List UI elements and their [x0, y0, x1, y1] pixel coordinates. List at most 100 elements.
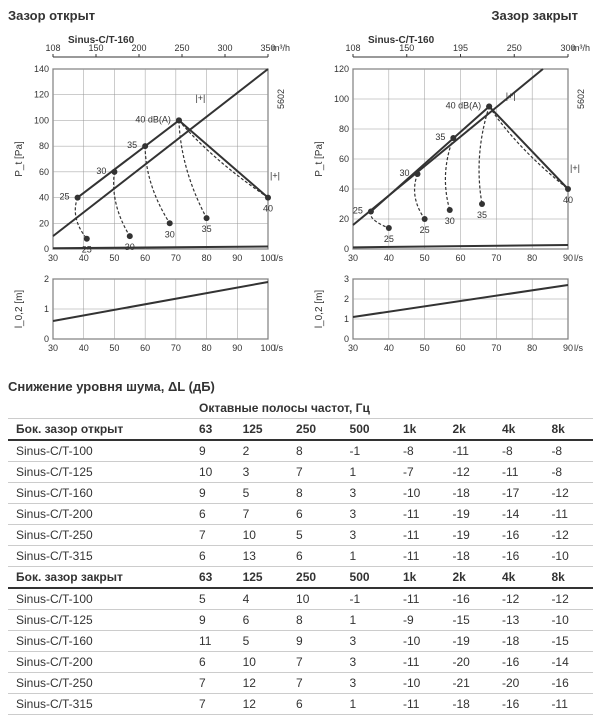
- value-cell: 11: [191, 631, 235, 652]
- svg-text:l/s: l/s: [574, 253, 584, 263]
- svg-text:140: 140: [34, 64, 49, 74]
- value-cell: -11: [395, 546, 444, 567]
- freq-col-header: 500: [342, 419, 395, 441]
- value-cell: -18: [444, 694, 493, 715]
- value-cell: -19: [444, 631, 493, 652]
- svg-text:250: 250: [174, 43, 189, 53]
- value-cell: 3: [342, 483, 395, 504]
- svg-text:300: 300: [217, 43, 232, 53]
- freq-col-header: 125: [235, 419, 288, 441]
- freq-col-header: 125: [235, 567, 288, 589]
- svg-text:50: 50: [109, 343, 119, 353]
- svg-text:P_t [Pa]: P_t [Pa]: [14, 141, 25, 177]
- model-cell: Sinus-C/T-200: [8, 504, 191, 525]
- svg-text:70: 70: [491, 343, 501, 353]
- value-cell: -11: [395, 525, 444, 546]
- table-row: Sinus-C/T-12510371-7-12-11-8: [8, 462, 593, 483]
- freq-col-header: 4k: [494, 419, 543, 441]
- svg-text:80: 80: [202, 253, 212, 263]
- value-cell: -9: [395, 610, 444, 631]
- value-cell: 8: [288, 483, 341, 504]
- value-cell: 9: [191, 440, 235, 462]
- value-cell: 1: [342, 610, 395, 631]
- value-cell: -16: [494, 525, 543, 546]
- svg-text:l/s: l/s: [274, 253, 284, 263]
- value-cell: 3: [235, 462, 288, 483]
- table-row: Sinus-C/T-20061073-11-20-16-14: [8, 652, 593, 673]
- svg-text:50: 50: [420, 343, 430, 353]
- value-cell: -16: [444, 588, 493, 610]
- table-row: Sinus-C/T-31571261-11-18-16-11: [8, 694, 593, 715]
- value-cell: -11: [395, 694, 444, 715]
- noise-table: Октавные полосы частот, ГцБок. зазор отк…: [8, 398, 593, 715]
- value-cell: 3: [342, 525, 395, 546]
- value-cell: 7: [288, 462, 341, 483]
- svg-text:30: 30: [399, 168, 409, 178]
- svg-text:60: 60: [455, 253, 465, 263]
- svg-text:5602: 5602: [576, 89, 586, 109]
- value-cell: -12: [444, 462, 493, 483]
- svg-text:l/s: l/s: [574, 343, 584, 353]
- table-row: Sinus-C/T-1609583-10-18-17-12: [8, 483, 593, 504]
- value-cell: -10: [543, 546, 593, 567]
- svg-text:30: 30: [48, 253, 58, 263]
- noise-table-section: Снижение уровня шума, ΔL (дБ) Октавные п…: [8, 379, 593, 715]
- model-cell: Sinus-C/T-315: [8, 546, 191, 567]
- value-cell: 5: [235, 631, 288, 652]
- svg-text:80: 80: [527, 253, 537, 263]
- value-cell: 3: [342, 673, 395, 694]
- model-cell: Sinus-C/T-250: [8, 525, 191, 546]
- value-cell: -13: [494, 610, 543, 631]
- value-cell: -20: [444, 652, 493, 673]
- table-row: Sinus-C/T-1259681-9-15-13-10: [8, 610, 593, 631]
- svg-text:25: 25: [60, 192, 70, 202]
- svg-text:30: 30: [96, 166, 106, 176]
- freq-col-header: 2k: [444, 419, 493, 441]
- svg-text:70: 70: [171, 253, 181, 263]
- freq-col-header: 63: [191, 419, 235, 441]
- svg-text:35: 35: [202, 224, 212, 234]
- value-cell: -1: [342, 588, 395, 610]
- charts-row: Зазор открыт Sinus-C/T-16010815020025030…: [8, 8, 593, 359]
- svg-text:40: 40: [384, 253, 394, 263]
- value-cell: -16: [543, 673, 593, 694]
- value-cell: -17: [494, 483, 543, 504]
- value-cell: -16: [494, 694, 543, 715]
- svg-text:200: 200: [131, 43, 146, 53]
- value-cell: 12: [235, 694, 288, 715]
- value-cell: 5: [288, 525, 341, 546]
- freq-col-header: 250: [288, 567, 341, 589]
- svg-text:0: 0: [344, 334, 349, 344]
- svg-text:1: 1: [44, 304, 49, 314]
- svg-text:195: 195: [453, 43, 468, 53]
- value-cell: -18: [444, 483, 493, 504]
- svg-text:35: 35: [435, 132, 445, 142]
- svg-text:25: 25: [420, 225, 430, 235]
- svg-text:40 dB(A): 40 dB(A): [135, 114, 171, 124]
- chart-left-title: Зазор открыт: [8, 8, 298, 23]
- svg-text:30: 30: [348, 343, 358, 353]
- svg-text:0: 0: [344, 244, 349, 254]
- svg-text:108: 108: [45, 43, 60, 53]
- section-label: Бок. зазор закрыт: [8, 567, 191, 589]
- freq-col-header: 250: [288, 419, 341, 441]
- svg-text:25: 25: [82, 245, 92, 255]
- value-cell: -1: [342, 440, 395, 462]
- svg-text:3: 3: [344, 274, 349, 284]
- value-cell: -18: [444, 546, 493, 567]
- value-cell: 7: [191, 694, 235, 715]
- svg-text:50: 50: [420, 253, 430, 263]
- svg-text:100: 100: [334, 94, 349, 104]
- value-cell: 5: [235, 483, 288, 504]
- freq-col-header: 2k: [444, 567, 493, 589]
- value-cell: -8: [395, 440, 444, 462]
- value-cell: 3: [342, 631, 395, 652]
- value-cell: 1: [342, 546, 395, 567]
- model-cell: Sinus-C/T-160: [8, 483, 191, 504]
- value-cell: -18: [494, 631, 543, 652]
- table-row: Sinus-C/T-31561361-11-18-16-10: [8, 546, 593, 567]
- value-cell: 6: [288, 546, 341, 567]
- value-cell: -12: [543, 525, 593, 546]
- svg-text:120: 120: [334, 64, 349, 74]
- value-cell: -21: [444, 673, 493, 694]
